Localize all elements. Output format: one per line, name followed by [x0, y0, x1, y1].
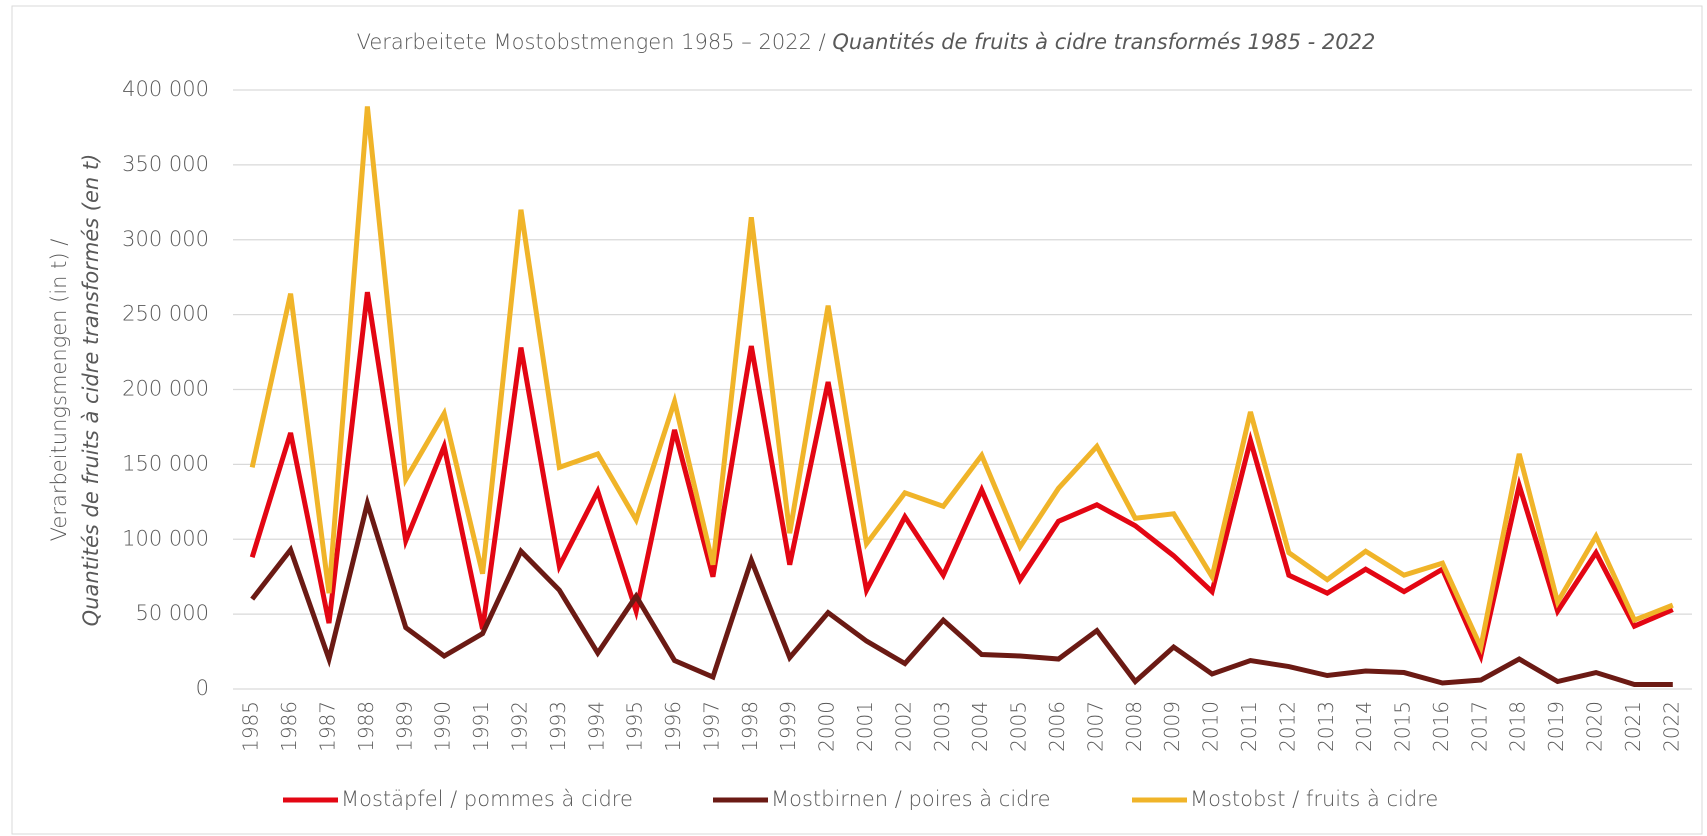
title-text: Verarbeitete Mostobstmengen 1985 – 2022 …: [357, 30, 826, 54]
y-tick-label: 150 000: [122, 451, 209, 475]
y-tick-label: 300 000: [122, 227, 209, 251]
x-tick-label: 2007: [1083, 701, 1107, 752]
x-tick-label: 2014: [1352, 701, 1376, 752]
x-tick-label: 1994: [584, 701, 608, 752]
legend-label: Mostobst / fruits à cidre: [1190, 787, 1438, 811]
x-tick-label: 1996: [661, 701, 685, 752]
x-tick-label: 1991: [469, 701, 493, 752]
x-tick-label: 2013: [1314, 701, 1338, 752]
x-tick-label: 2004: [968, 701, 992, 752]
x-tick-label: 1997: [699, 701, 723, 752]
x-tick-label: 2016: [1429, 701, 1453, 752]
x-tick-label: 2022: [1659, 701, 1683, 752]
x-tick-label: 1987: [315, 701, 339, 752]
legend-label: Mostäpfel / pommes à cidre: [341, 787, 633, 811]
x-tick-label: 2001: [853, 701, 877, 752]
series-line: [249, 291, 1674, 664]
x-tick-label: 1990: [431, 701, 455, 752]
x-tick-label: 1998: [738, 701, 762, 752]
x-tick-label: 1989: [392, 701, 416, 752]
series-line: [250, 493, 1673, 688]
x-tick-label: 2000: [815, 701, 839, 752]
y-tick-label: 100 000: [122, 526, 209, 550]
legend-label: Mostbirnen / poires à cidre: [771, 787, 1051, 811]
chart-frame: [11, 5, 1703, 835]
x-tick-label: 2010: [1199, 701, 1223, 752]
chart-title: Verarbeitete Mostobstmengen 1985 – 2022 …: [357, 30, 1376, 54]
y-tick-label: 350 000: [122, 152, 209, 176]
x-tick-label: 2020: [1583, 701, 1607, 752]
title-italic: Quantités de fruits à cidre transformés …: [832, 30, 1375, 54]
y-tick-label: 200 000: [122, 377, 209, 401]
y-tick-label: 50 000: [136, 601, 209, 625]
x-tick-label: 2021: [1621, 701, 1645, 752]
y-tick-label: 400 000: [122, 77, 209, 101]
y-axis-label: Verarbeitungsmengen (in t) /: [47, 239, 71, 542]
x-tick-label: 2018: [1506, 701, 1530, 752]
y-axis-label-italic: Quantités de fruits à cidre transformés …: [79, 154, 103, 627]
x-tick-label: 2009: [1160, 701, 1184, 752]
x-tick-label: 1985: [239, 701, 263, 752]
x-tick-label: 2017: [1467, 701, 1491, 752]
x-tick-label: 1993: [546, 701, 570, 752]
x-tick-label: 2019: [1544, 701, 1568, 752]
x-tick-label: 2005: [1007, 701, 1031, 752]
x-tick-label: 2006: [1045, 701, 1069, 752]
x-tick-label: 2015: [1391, 701, 1415, 752]
x-tick-label: 2003: [930, 701, 954, 752]
x-tick-label: 2008: [1122, 701, 1146, 752]
x-tick-label: 1992: [507, 701, 531, 752]
x-tick-label: 1999: [776, 701, 800, 752]
x-tick-label: 2002: [891, 701, 915, 752]
y-tick-label: 0: [196, 676, 209, 700]
x-tick-label: 1995: [623, 701, 647, 752]
x-tick-label: 2011: [1237, 701, 1261, 752]
x-tick-label: 2012: [1275, 701, 1299, 752]
x-tick-label: 1986: [277, 701, 301, 752]
y-tick-label: 250 000: [122, 302, 209, 326]
series-line: [249, 106, 1674, 656]
x-tick-label: 1988: [354, 701, 378, 752]
